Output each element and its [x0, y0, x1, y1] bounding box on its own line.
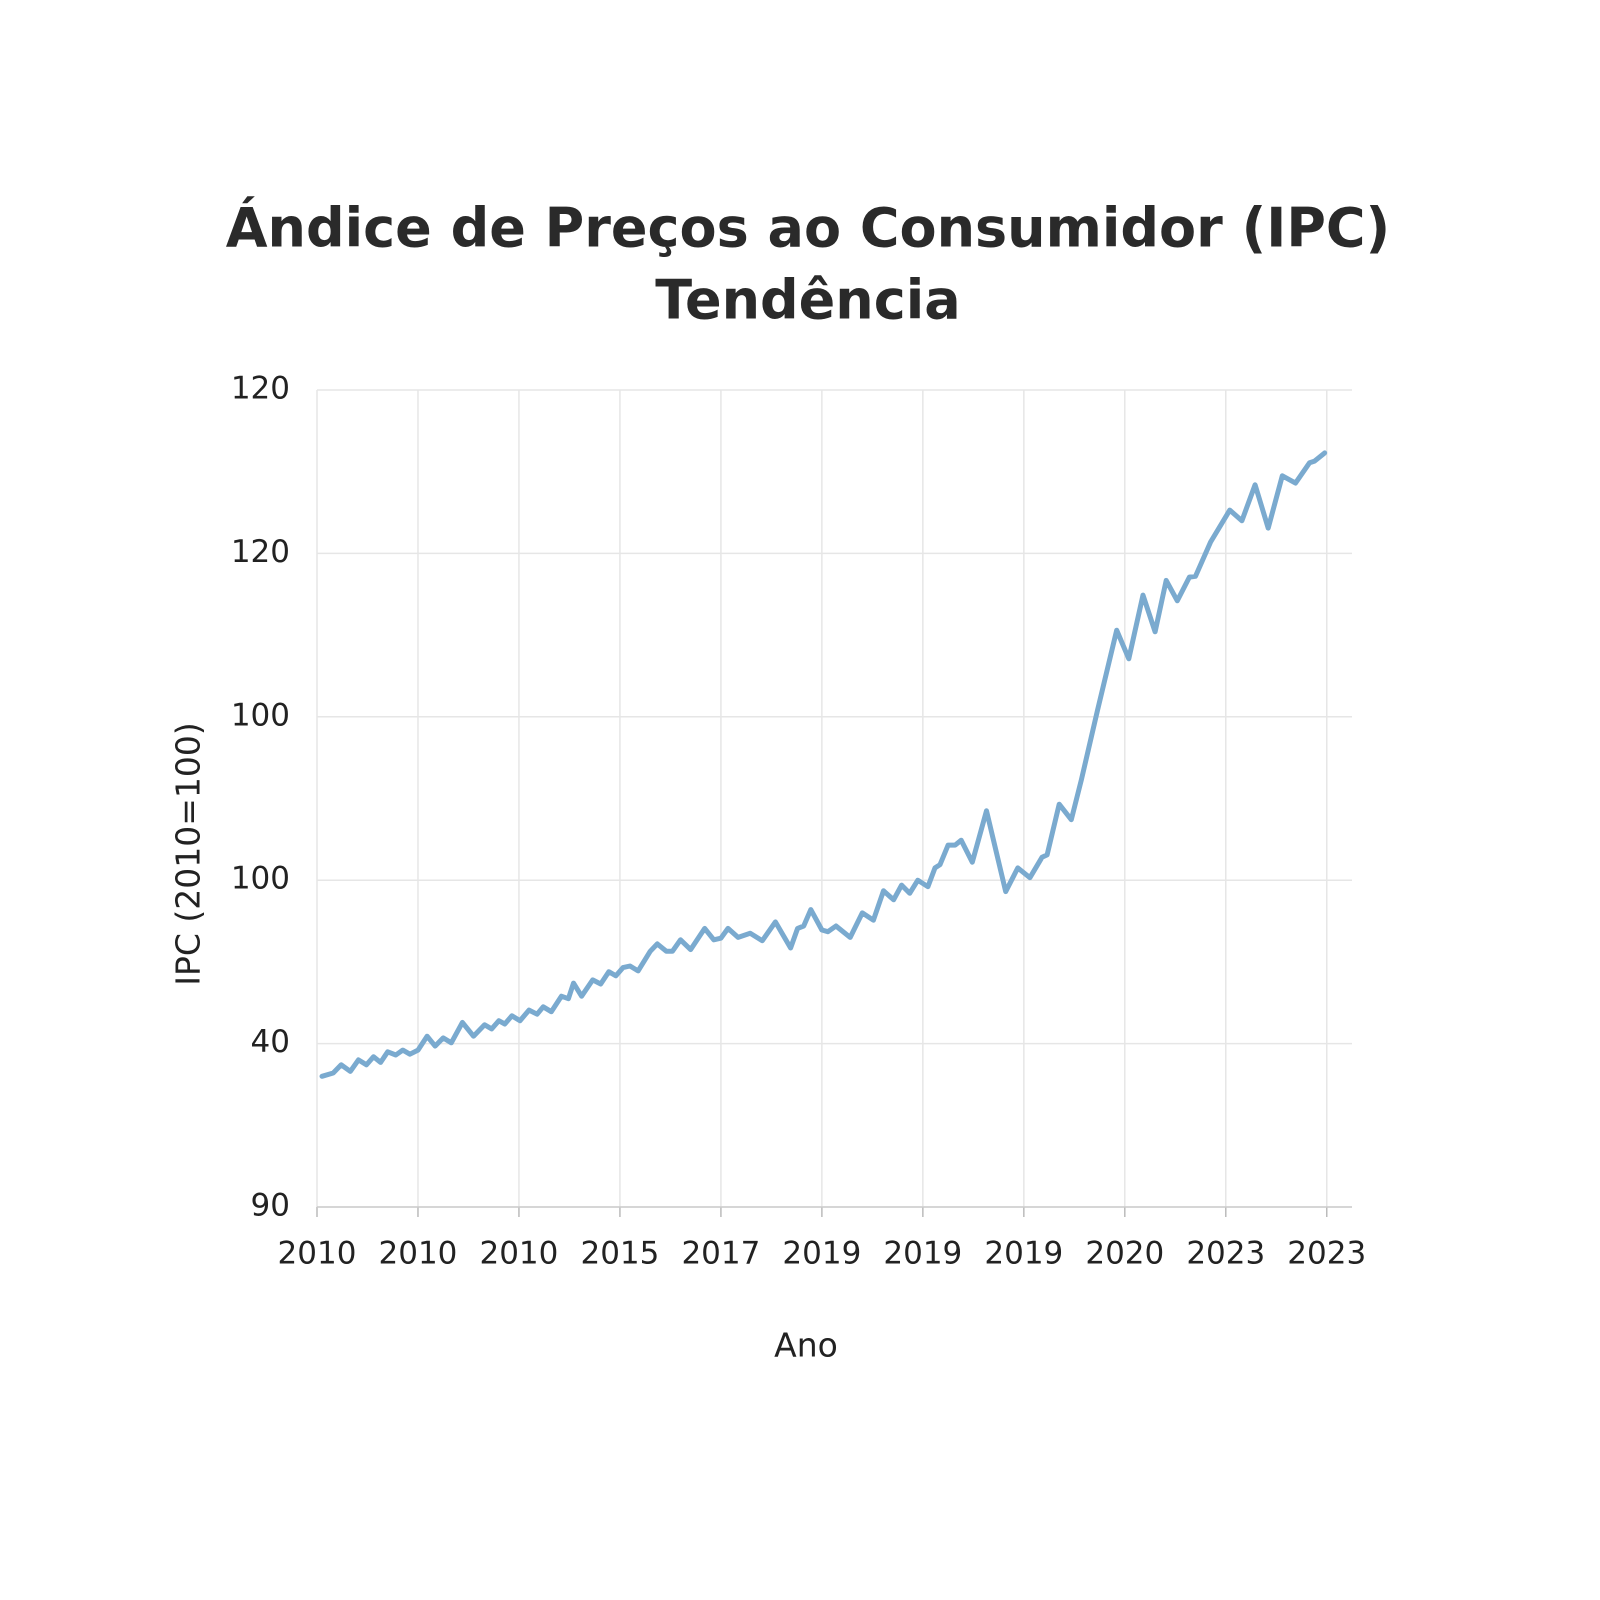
y-tick-label: 100 — [231, 861, 290, 897]
x-tick-label: 2019 — [883, 1236, 962, 1272]
x-tick-label: 2020 — [1085, 1236, 1164, 1272]
chart-title: Ándice de Preços ao Consumidor (IPC) — [226, 197, 1391, 260]
x-tick-label: 2017 — [681, 1236, 760, 1272]
y-tick-label: 90 — [251, 1188, 290, 1224]
x-axis-title: Ano — [774, 1326, 838, 1365]
x-tick-label: 2010 — [278, 1236, 357, 1272]
line-series — [319, 450, 1328, 1079]
x-tick-label: 2019 — [782, 1236, 861, 1272]
x-tick-label: 2019 — [984, 1236, 1063, 1272]
x-tick-label: 2010 — [479, 1236, 558, 1272]
y-tick-label: 100 — [231, 697, 290, 733]
y-tick-label: 120 — [231, 371, 290, 407]
y-axis-title: IPC (2010=100) — [169, 722, 208, 986]
chart-title: Tendência — [655, 269, 960, 332]
x-tick-label: 2023 — [1287, 1236, 1366, 1272]
x-tick-label: 2023 — [1186, 1236, 1265, 1272]
y-tick-label: 120 — [231, 534, 290, 570]
x-tick-label: 2015 — [580, 1236, 659, 1272]
y-tick-label: 40 — [251, 1024, 290, 1060]
x-tick-label: 2010 — [379, 1236, 458, 1272]
